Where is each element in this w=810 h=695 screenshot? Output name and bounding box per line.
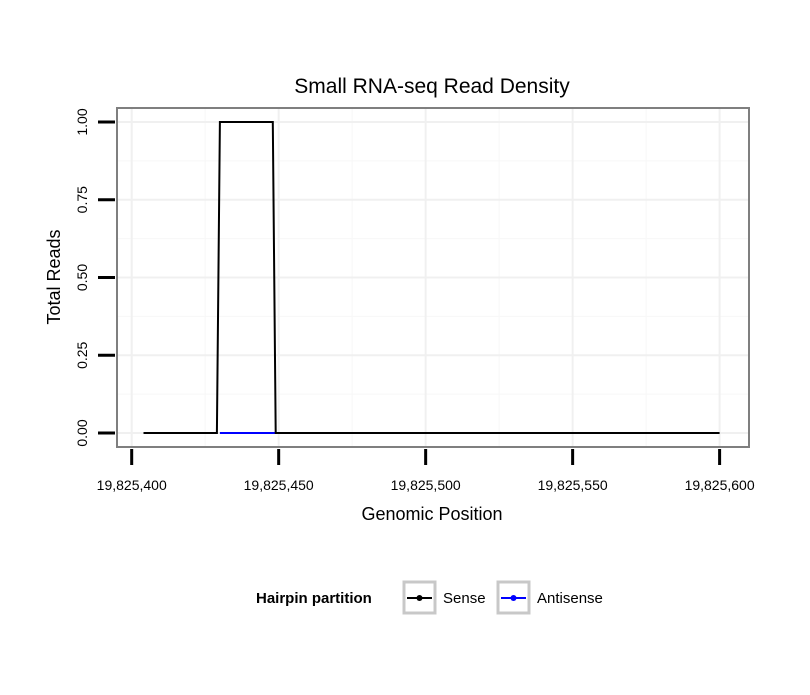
legend-label-antisense: Antisense (537, 590, 603, 607)
legend-title: Hairpin partition (256, 590, 372, 607)
x-tick-label: 19,825,400 (97, 477, 167, 493)
plot-border (116, 107, 750, 448)
y-tick-label: 1.00 (74, 108, 90, 135)
y-tick-label: 0.25 (74, 341, 90, 368)
x-tick-label: 19,825,600 (685, 477, 755, 493)
legend: Hairpin partition Sense Antisense (256, 580, 603, 615)
chart-title: Small RNA-seq Read Density (294, 75, 570, 98)
y-tick-label: 0.50 (74, 264, 90, 291)
legend-item-antisense: Antisense (496, 580, 603, 615)
legend-point-sense (416, 595, 423, 601)
series-line-sense (143, 121, 720, 434)
y-tick-label: 0.75 (74, 186, 90, 213)
series-lines (143, 121, 720, 434)
x-tick-label: 19,825,450 (244, 477, 314, 493)
x-tick-label: 19,825,500 (391, 477, 461, 493)
x-axis: 19,825,400 19,825,450 19,825,500 19,825,550… (97, 449, 755, 493)
legend-label-sense: Sense (443, 590, 486, 607)
y-tick-label: 0.00 (74, 419, 90, 446)
y-axis: 0.00 0.25 0.50 0.75 1.00 (74, 108, 115, 447)
legend-point-antisense (510, 595, 517, 601)
legend-item-sense: Sense (402, 580, 486, 615)
y-axis-label: Total Reads (44, 229, 64, 324)
x-axis-label: Genomic Position (361, 504, 502, 524)
x-tick-label: 19,825,550 (538, 477, 608, 493)
